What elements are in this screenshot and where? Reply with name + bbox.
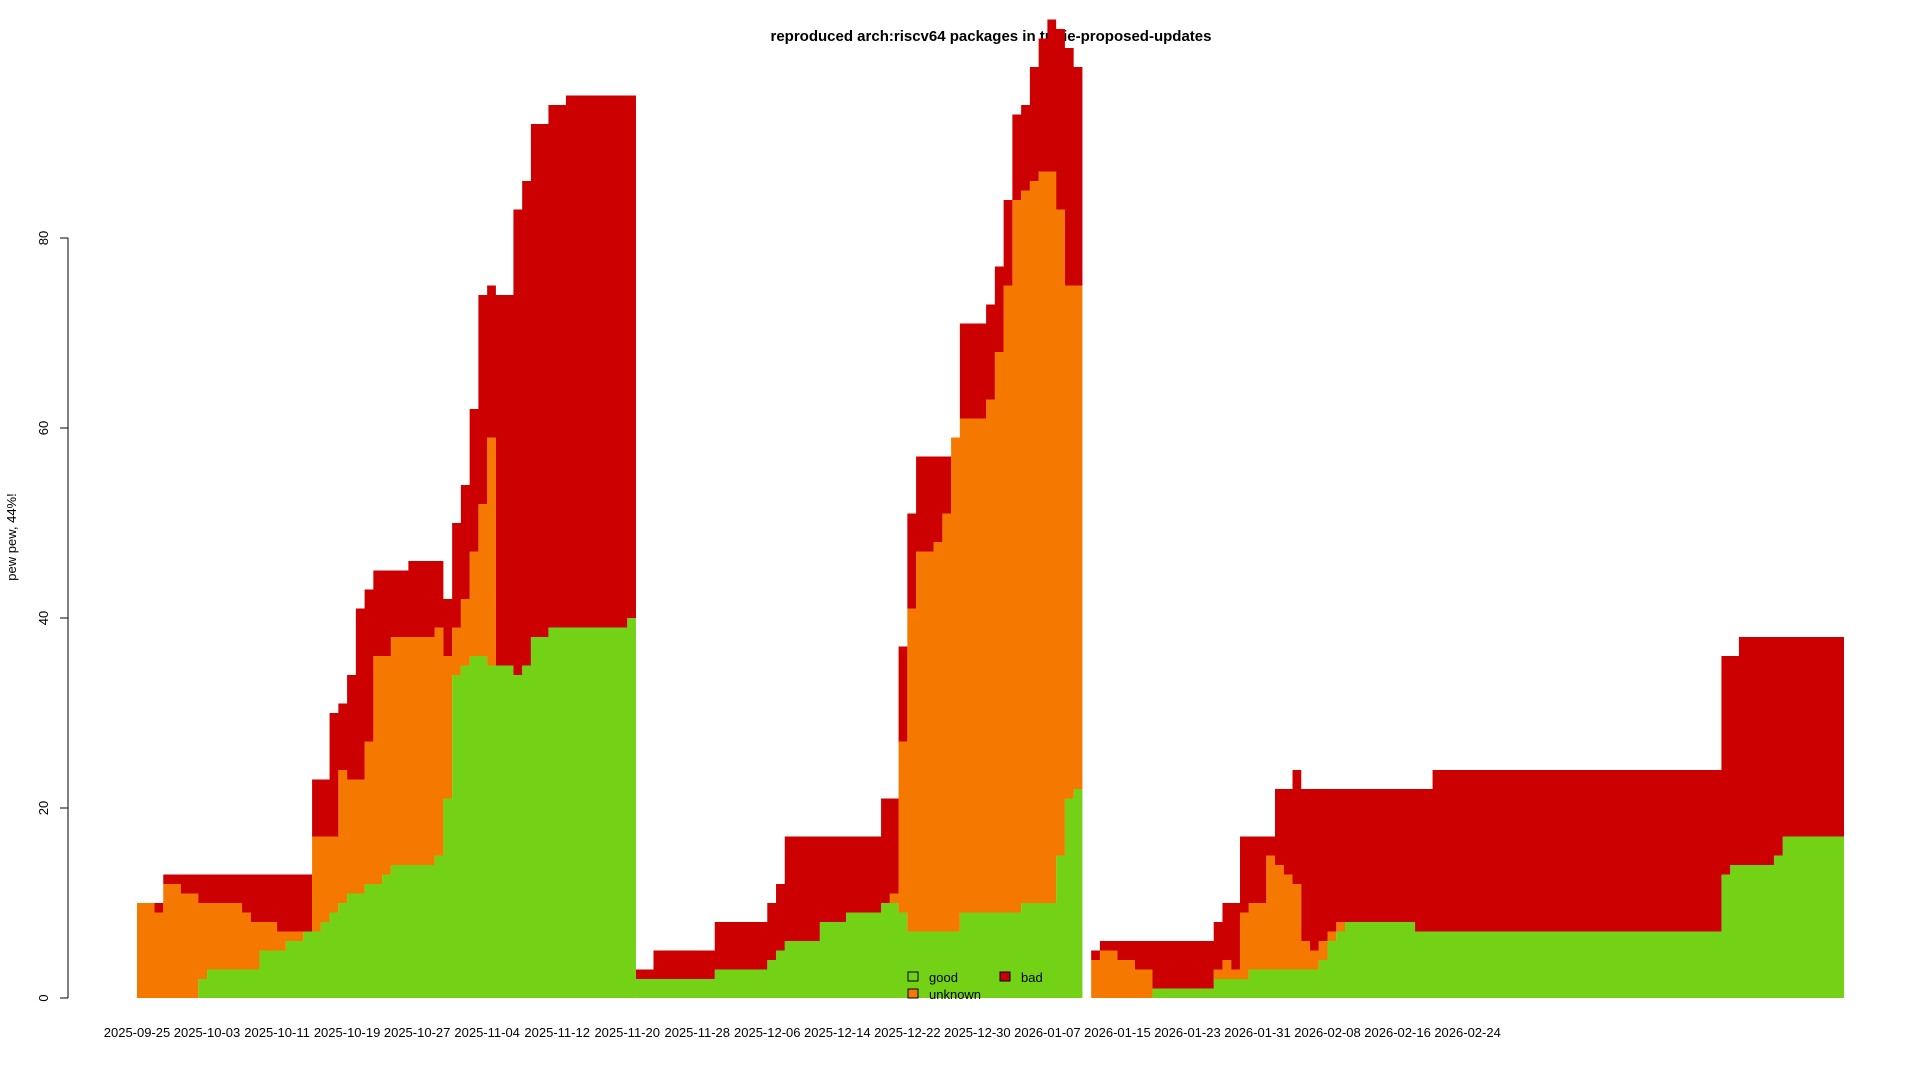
segment-2 (635, 19, 1083, 998)
area-unknown-segment-1 (137, 437, 636, 998)
area-good-segment-2 (635, 789, 1083, 998)
x-tick-label: 2025-11-04 (454, 1025, 520, 1040)
x-tick-label: 2025-10-19 (314, 1025, 381, 1040)
x-tick-label: 2026-01-23 (1154, 1025, 1221, 1040)
area-good-segment-3 (1082, 836, 1844, 998)
x-tick-label: 2026-01-31 (1224, 1025, 1291, 1040)
chart-title: reproduced arch:riscv64 packages in trix… (771, 28, 1212, 45)
x-tick-label: 2025-11-20 (594, 1025, 660, 1040)
legend: good unknown bad (907, 970, 1043, 1002)
x-tick-label: 2026-02-08 (1294, 1025, 1361, 1040)
x-tick-label: 2025-09-25 (104, 1025, 171, 1040)
legend-label-bad: bad (1021, 970, 1043, 985)
y-axis-label: pew pew, 44%! (4, 493, 19, 580)
x-tick-label: 2026-01-15 (1084, 1025, 1151, 1040)
x-tick-label: 2026-02-24 (1434, 1025, 1501, 1040)
y-tick-label: 80 (36, 231, 51, 245)
segment-1 (137, 95, 636, 998)
y-tick-label: 20 (36, 801, 51, 815)
x-tick-label: 2026-01-07 (1014, 1025, 1081, 1040)
x-tick-label: 2025-12-22 (874, 1025, 941, 1040)
legend-swatch-bad (999, 971, 1011, 982)
plot-area (137, 19, 1844, 998)
y-tick-label: 0 (36, 994, 51, 1001)
x-tick-label: 2025-11-12 (524, 1025, 590, 1040)
area-unknown-segment-3 (1082, 836, 1844, 998)
x-tick-label: 2025-10-03 (174, 1025, 241, 1040)
x-tick-label: 2025-10-27 (384, 1025, 451, 1040)
legend-swatch-good (907, 971, 919, 982)
y-tick-label: 60 (36, 421, 51, 435)
legend-swatch-unknown (907, 988, 919, 999)
area-bad-segment-2 (635, 19, 1083, 979)
x-tick-label: 2025-12-14 (804, 1025, 871, 1040)
area-good-segment-1 (137, 618, 636, 998)
legend-label-good: good (929, 970, 958, 985)
area-bad-segment-1 (137, 95, 636, 932)
x-tick-label: 2025-12-30 (944, 1025, 1011, 1040)
legend-label-unknown: unknown (929, 987, 981, 1002)
y-axis: 0 20 40 60 80 (36, 231, 69, 1002)
segment-3 (1082, 637, 1844, 998)
y-tick-label: 40 (36, 611, 51, 625)
x-axis: 2025-09-25 2025-10-03 2025-10-11 2025-10-19… (104, 1025, 1501, 1040)
x-tick-label: 2025-12-06 (734, 1025, 801, 1040)
x-tick-label: 2025-11-28 (664, 1025, 730, 1040)
area-bad-segment-3 (1082, 637, 1844, 998)
x-tick-label: 2025-10-11 (244, 1025, 310, 1040)
x-tick-label: 2026-02-16 (1364, 1025, 1431, 1040)
area-unknown-segment-2 (635, 171, 1083, 979)
